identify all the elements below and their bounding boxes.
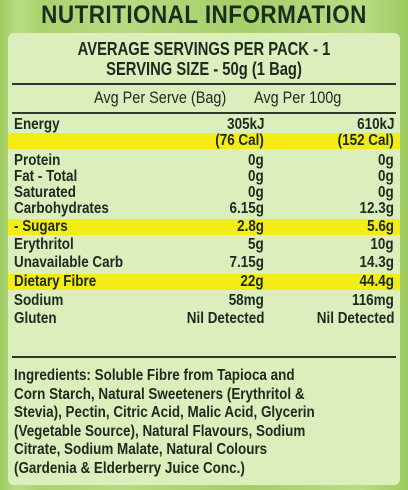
row-value-per-100g: 14.3g	[359, 254, 394, 271]
serving-size: SERVING SIZE - 50g (1 Bag)	[106, 59, 302, 79]
ingredients-line: (Vegetable Source), Natural Flavours, So…	[14, 422, 306, 440]
row-value-per-100g: 10g	[370, 236, 394, 253]
table-row-fat-total: Fat - Total 0g 0g	[8, 169, 400, 185]
table-row-erythritol: Erythritol 5g 10g	[8, 237, 400, 253]
table-row-dietary-fibre: Dietary Fibre 22g 44.4g	[8, 274, 400, 290]
row-value-per-100g: 44.4g	[359, 273, 394, 290]
ingredients-text: Ingredients: Soluble Fibre from Tapioca …	[14, 367, 367, 479]
row-value-per-serve: 58mg	[228, 292, 264, 309]
table-row-sodium: Sodium 58mg 116mg	[8, 293, 400, 309]
row-value-per-100g: Nil Detected	[316, 310, 394, 327]
divider-header	[12, 112, 396, 114]
row-label: Energy	[14, 116, 60, 133]
table-row-unavailable-carb: Unavailable Carb 7.15g 14.3g	[8, 255, 400, 271]
row-label: Sodium	[14, 292, 64, 309]
table-row-sugars: - Sugars 2.8g 5.6g	[8, 219, 400, 235]
row-value-per-100g: 116mg	[352, 292, 394, 309]
row-label: Gluten	[14, 310, 57, 327]
row-value-per-100g: 0g	[378, 168, 394, 185]
row-label: Saturated	[14, 184, 76, 201]
ingredients-line: Ingredients: Soluble Fibre from Tapioca …	[14, 367, 295, 384]
row-label: Unavailable Carb	[14, 254, 124, 271]
row-value-per-serve: 6.15g	[229, 200, 264, 217]
column-header-per-100g: Avg Per 100g	[254, 88, 342, 107]
divider-top	[12, 83, 396, 85]
row-value-per-100g: 0g	[378, 152, 394, 169]
ingredients-line: Corn Starch, Natural Sweeteners (Erythri…	[14, 385, 305, 403]
table-row-energy-cal: (76 Cal) (152 Cal)	[8, 133, 400, 149]
row-label: Carbohydrates	[14, 200, 109, 217]
row-value-per-serve: 305kJ	[226, 116, 264, 133]
row-label: Erythritol	[14, 236, 74, 253]
row-value-per-100g: 5.6g	[367, 218, 394, 235]
row-value-per-100g: (152 Cal)	[337, 132, 394, 149]
row-value-per-100g: 12.3g	[359, 200, 394, 217]
row-value-per-serve: 2.8g	[237, 218, 264, 235]
row-value-per-serve: 5g	[248, 236, 264, 253]
table-row-protein: Protein 0g 0g	[8, 153, 400, 169]
row-label: Fat - Total	[14, 168, 78, 185]
row-label: Protein	[14, 152, 61, 169]
table-row-carbohydrates: Carbohydrates 6.15g 12.3g	[8, 201, 400, 217]
row-value-per-serve: Nil Detected	[186, 310, 264, 327]
ingredients-line: Citrate, Sodium Malate, Natural Colours	[14, 441, 268, 459]
row-value-per-serve: 22g	[240, 273, 264, 290]
divider-ingredients	[12, 356, 396, 358]
nutrition-table: Energy 305kJ 610kJ (76 Cal) (152 Cal) Pr…	[8, 117, 400, 327]
row-value-per-serve: (76 Cal)	[215, 132, 264, 149]
ingredients-line: Stevia), Pectin, Citric Acid, Malic Acid…	[14, 404, 315, 422]
page-title: NUTRITIONAL INFORMATION	[41, 1, 367, 29]
servings-per-pack: AVERAGE SERVINGS PER PACK - 1	[77, 39, 331, 59]
nutrition-panel: AVERAGE SERVINGS PER PACK - 1 SERVING SI…	[8, 33, 400, 485]
row-label: - Sugars	[14, 218, 68, 235]
row-value-per-100g: 0g	[378, 184, 394, 201]
row-value-per-serve: 0g	[248, 152, 264, 169]
ingredients-line: (Gardenia & Elderberry Juice Conc.)	[14, 459, 245, 477]
row-label: Dietary Fibre	[14, 273, 97, 290]
column-header-per-serve: Avg Per Serve (Bag)	[94, 88, 227, 107]
row-value-per-serve: 7.15g	[229, 254, 264, 271]
table-row-saturated: Saturated 0g 0g	[8, 185, 400, 201]
row-value-per-serve: 0g	[248, 184, 264, 201]
row-value-per-100g: 610kJ	[356, 116, 394, 133]
table-row-energy: Energy 305kJ 610kJ	[8, 117, 400, 133]
table-row-gluten: Gluten Nil Detected Nil Detected	[8, 311, 400, 327]
row-value-per-serve: 0g	[248, 168, 264, 185]
